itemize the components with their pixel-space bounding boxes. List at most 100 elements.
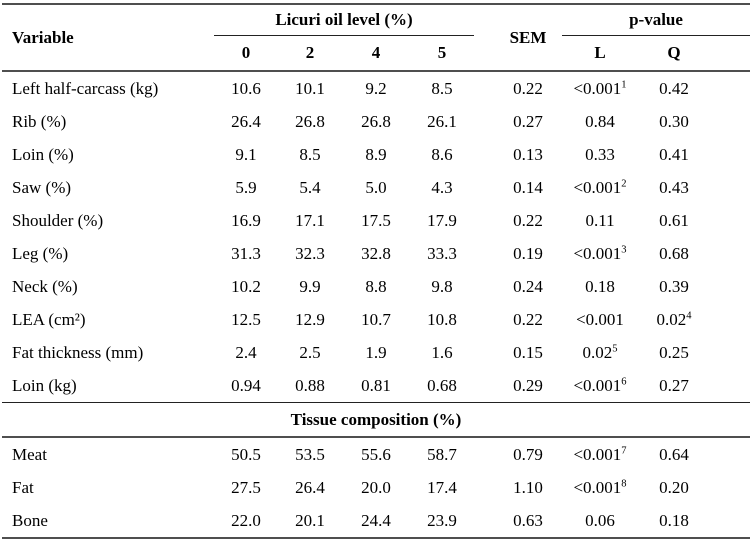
row-label: Neck (%)	[12, 276, 78, 296]
cell-value: 8.5	[431, 78, 453, 98]
cell-value: 0.14	[513, 177, 543, 197]
cell-value: 17.1	[295, 210, 325, 230]
row-label: Left half-carcass (kg)	[12, 78, 159, 98]
cell-value: 0.33	[585, 144, 615, 164]
cell-value: 32.3	[295, 243, 325, 263]
cell-value: 0.61	[659, 210, 689, 230]
cell-value: <0.0017	[573, 444, 627, 464]
cell-value: 0.22	[513, 309, 543, 329]
cell-value: 32.8	[361, 243, 391, 263]
table-row: Meat 50.5 53.5 55.6 58.7 0.79 <0.0017 0.64	[2, 437, 750, 471]
table-body: Left half-carcass (kg) 10.6 10.1 9.2 8.5 0.22…	[2, 71, 751, 538]
cell-value: 0.88	[295, 375, 325, 395]
column-header-linear: L	[594, 43, 606, 62]
cell-value: 9.8	[431, 276, 453, 296]
cell-value: 55.6	[361, 444, 391, 464]
cell-value: 33.3	[427, 243, 457, 263]
cell-value: 0.18	[585, 276, 615, 296]
header-row-subcolumns: 0 2 4 5 L Q	[2, 36, 750, 72]
cell-value: 0.27	[513, 111, 543, 131]
cell-value: 0.79	[513, 444, 543, 464]
cell-value: 58.7	[427, 444, 457, 464]
column-group-p-value: p-value	[562, 4, 751, 36]
table-row: Rib (%) 26.4 26.8 26.8 26.1 0.27 0.84 0.30	[2, 105, 750, 138]
table-row: LEA (cm²) 12.5 12.9 10.7 10.8 0.22 <0.001 0.024	[2, 303, 750, 336]
row-label: Leg (%)	[12, 243, 69, 263]
cell-value: <0.0012	[573, 177, 627, 197]
cell-value: 22.0	[231, 510, 261, 530]
cell-value: 0.18	[659, 510, 689, 530]
cell-value: 0.22	[513, 78, 543, 98]
column-header-level-4: 4	[371, 43, 381, 62]
cell-value: 1.9	[365, 342, 387, 362]
cell-value: 16.9	[231, 210, 261, 230]
cell-value: 17.9	[427, 210, 457, 230]
cell-value: 0.06	[585, 510, 615, 530]
row-label: Loin (%)	[12, 144, 74, 164]
cell-value: 2.4	[235, 342, 257, 362]
cell-value: 0.13	[513, 144, 543, 164]
row-label: Fat	[12, 477, 34, 497]
column-header-sem: SEM	[509, 27, 547, 47]
cell-value: 0.15	[513, 342, 543, 362]
cell-value: 20.0	[361, 477, 391, 497]
row-label: Fat thickness (mm)	[12, 342, 144, 362]
cell-value: 0.20	[659, 477, 689, 497]
cell-value: <0.0011	[573, 78, 627, 98]
cell-value: 0.29	[513, 375, 543, 395]
cell-value: 0.25	[659, 342, 689, 362]
cell-value: 20.1	[295, 510, 325, 530]
cell-value: 0.025	[582, 342, 618, 362]
cell-value: 4.3	[431, 177, 453, 197]
cell-value: 0.39	[659, 276, 689, 296]
cell-value: 0.81	[361, 375, 391, 395]
cell-value: 10.8	[427, 309, 457, 329]
row-label: Saw (%)	[12, 177, 72, 197]
cell-value: 9.2	[365, 78, 387, 98]
cell-value: 1.6	[431, 342, 453, 362]
cell-value: 0.94	[231, 375, 261, 395]
table-row: Loin (kg) 0.94 0.88 0.81 0.68 0.29 <0.0016 0.27	[2, 369, 750, 403]
cell-value: 8.9	[365, 144, 387, 164]
cell-value: 0.63	[513, 510, 543, 530]
cell-value: <0.0016	[573, 375, 627, 395]
cell-value: 0.19	[513, 243, 543, 263]
table-row: Fat 27.5 26.4 20.0 17.4 1.10 <0.0018 0.20	[2, 471, 750, 504]
cell-value: 8.5	[299, 144, 321, 164]
cell-value: 12.9	[295, 309, 325, 329]
table-row: Bone 22.0 20.1 24.4 23.9 0.63 0.06 0.18	[2, 504, 750, 538]
cell-value: 5.9	[235, 177, 257, 197]
row-label: Loin (kg)	[12, 375, 77, 395]
cell-value: 10.6	[231, 78, 261, 98]
cell-value: 0.30	[659, 111, 689, 131]
row-label: Meat	[12, 444, 47, 464]
cell-value: 2.5	[299, 342, 321, 362]
cell-value: 9.9	[299, 276, 321, 296]
cell-value: 26.8	[361, 111, 391, 131]
results-table: Variable Licuri oil level (%) SEM p-valu…	[2, 3, 751, 539]
cell-value: <0.001	[576, 309, 624, 329]
table-row: Shoulder (%) 16.9 17.1 17.5 17.9 0.22 0.11 0.61	[2, 204, 750, 237]
cell-value: 0.024	[656, 309, 692, 329]
column-group-licuri-oil-level: Licuri oil level (%)	[214, 4, 475, 36]
cell-value: 12.5	[231, 309, 261, 329]
cell-value: 26.1	[427, 111, 457, 131]
cell-value: <0.0013	[573, 243, 627, 263]
cell-value: 0.43	[659, 177, 689, 197]
cell-value: 53.5	[295, 444, 325, 464]
cell-value: 8.6	[431, 144, 453, 164]
cell-value: 0.22	[513, 210, 543, 230]
cell-value: 0.41	[659, 144, 689, 164]
row-label: LEA (cm²)	[12, 309, 86, 329]
cell-value: 17.4	[427, 477, 457, 497]
row-label: Rib (%)	[12, 111, 67, 131]
cell-value: 5.4	[299, 177, 321, 197]
cell-value: 26.4	[231, 111, 261, 131]
table-row: Fat thickness (mm) 2.4 2.5 1.9 1.6 0.15 0.025 0…	[2, 336, 750, 369]
table-row: Left half-carcass (kg) 10.6 10.1 9.2 8.5 0.22…	[2, 71, 750, 105]
cell-value: 26.4	[295, 477, 325, 497]
cell-value: 1.10	[513, 477, 543, 497]
cell-value: 0.68	[427, 375, 457, 395]
table-row: Loin (%) 9.1 8.5 8.9 8.6 0.13 0.33 0.41	[2, 138, 750, 171]
cell-value: 0.27	[659, 375, 689, 395]
